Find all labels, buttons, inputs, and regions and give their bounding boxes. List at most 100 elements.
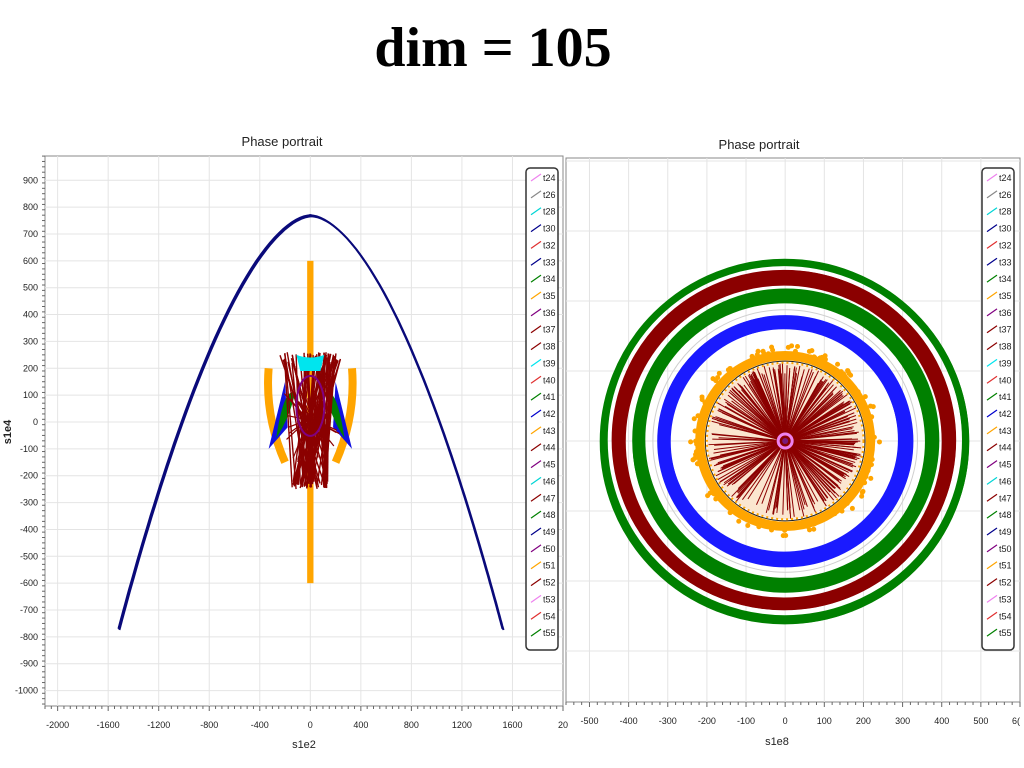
left-legend-label: t51 <box>543 561 556 571</box>
right-legend-swatch <box>986 308 998 317</box>
right-legend-swatch <box>986 578 998 587</box>
right-legend-label: t26 <box>999 190 1012 200</box>
left-legend-swatch <box>530 628 542 637</box>
left-legend-label: t55 <box>543 628 556 638</box>
right-legend-swatch <box>986 443 998 452</box>
right-x-tick-label: 400 <box>934 716 949 726</box>
left-legend-label: t48 <box>543 510 556 520</box>
right-legend-label: t34 <box>999 274 1012 284</box>
left-legend-label: t35 <box>543 291 556 301</box>
right-legend-label: t47 <box>999 493 1012 503</box>
right-series-t35-dot <box>859 493 865 499</box>
right-legend-swatch <box>986 493 998 502</box>
right-series-t44-ray <box>784 369 805 442</box>
left-series-t44-segment <box>297 390 318 463</box>
right-legend-swatch <box>986 510 998 519</box>
right-series-t44-ray <box>784 440 837 499</box>
right-legend-label: t43 <box>999 426 1012 436</box>
right-series-t35-dot <box>845 368 851 374</box>
right-series-t44-ray <box>718 408 786 442</box>
left-legend-swatch <box>530 173 542 182</box>
right-x-tick-label: -200 <box>698 716 716 726</box>
right-series-t35-dot <box>811 354 817 360</box>
right-series-t44-ray <box>784 412 855 442</box>
left-legend-swatch <box>530 578 542 587</box>
right-legend-label: t30 <box>999 224 1012 234</box>
right-series-t35-dot <box>727 510 733 516</box>
left-series-t44-segment <box>305 379 313 477</box>
right-series-t52-ring <box>611 269 957 611</box>
right-series-t35-dot <box>839 508 845 514</box>
left-legend-label: t38 <box>543 342 556 352</box>
left-legend-swatch <box>530 476 542 485</box>
right-series-t44-ray <box>754 371 786 442</box>
right-series-t52-trace <box>612 270 957 611</box>
right-series-t35-dot <box>844 500 850 506</box>
left-y-tick-label: -300 <box>20 498 38 508</box>
right-legend-swatch <box>986 544 998 553</box>
right-series-t35-dot <box>769 527 775 533</box>
right-series-t35-dot <box>867 403 873 409</box>
right-series-t44-ray <box>784 440 791 508</box>
right-series-t44-ray <box>715 416 786 442</box>
right-series-t35-dot <box>725 367 731 373</box>
right-series-t35-dot <box>862 394 868 400</box>
left-series-t36-core <box>295 374 326 437</box>
left-series-t44-segment <box>288 414 322 428</box>
right-series-t44-ray <box>741 440 786 500</box>
left-y-tick-label: 700 <box>23 229 38 239</box>
right-series-t34-trace <box>634 293 935 590</box>
right-series-t44-ray <box>784 384 834 442</box>
right-series-t35-dot <box>702 400 708 406</box>
right-legend-label: t39 <box>999 358 1012 368</box>
right-series-t44-ray <box>784 440 853 473</box>
left-x-tick-label: 400 <box>353 720 368 730</box>
right-series-t35-dot <box>770 347 776 353</box>
right-series-t55-trace <box>600 259 970 625</box>
left-legend-label: t54 <box>543 611 556 621</box>
right-legend-swatch <box>986 173 998 182</box>
left-y-tick-label: -800 <box>20 632 38 642</box>
right-series-t44-ray <box>784 440 815 509</box>
right-data-layer <box>599 258 970 625</box>
right-series-t44-ray <box>785 428 853 442</box>
right-series-t44-ray <box>748 373 786 442</box>
left-x-tick-label: -400 <box>251 720 269 730</box>
right-series-t35-dot <box>691 416 697 422</box>
right-series-t44-ray <box>761 440 786 504</box>
right-series-t35-dot <box>809 348 815 354</box>
right-series-t35-dot <box>716 370 722 376</box>
right-legend-swatch <box>986 274 998 283</box>
left-legend-label: t47 <box>543 493 556 503</box>
left-legend-swatch <box>530 291 542 300</box>
left-legend-label: t28 <box>543 207 556 217</box>
right-series-t35-dot <box>745 523 751 529</box>
left-y-tick-label: -500 <box>20 551 38 561</box>
left-legend-swatch <box>530 325 542 334</box>
right-series-t44-ray <box>784 386 837 442</box>
right-series-t44-ray <box>729 440 786 482</box>
left-legend-swatch <box>530 409 542 418</box>
left-y-tick-label: -1000 <box>15 686 38 696</box>
right-series-t35-dot <box>780 533 786 539</box>
right-series-t44-ray <box>738 440 786 498</box>
right-series-t44-ray <box>784 376 817 442</box>
right-series-t35-dot <box>695 413 701 419</box>
left-legend-label: t50 <box>543 544 556 554</box>
right-legend-label: t28 <box>999 207 1012 217</box>
right-series-t44-ray <box>713 440 786 451</box>
right-legend-label: t49 <box>999 527 1012 537</box>
left-legend-label: t42 <box>543 409 556 419</box>
right-legend-swatch <box>986 611 998 620</box>
right-series-t35-dot <box>835 361 841 367</box>
left-x-tick-label: -2000 <box>46 720 69 730</box>
right-x-tick-label: 0 <box>783 716 788 726</box>
right-series-t35-dot <box>765 351 771 357</box>
right-series-t44-ray <box>784 388 827 442</box>
left-legend-swatch <box>530 611 542 620</box>
left-legend-swatch <box>530 274 542 283</box>
left-legend-label: t39 <box>543 358 556 368</box>
left-legend-swatch <box>530 342 542 351</box>
left-series-t44-segment <box>302 384 315 471</box>
right-series-t35-dot <box>694 461 700 467</box>
